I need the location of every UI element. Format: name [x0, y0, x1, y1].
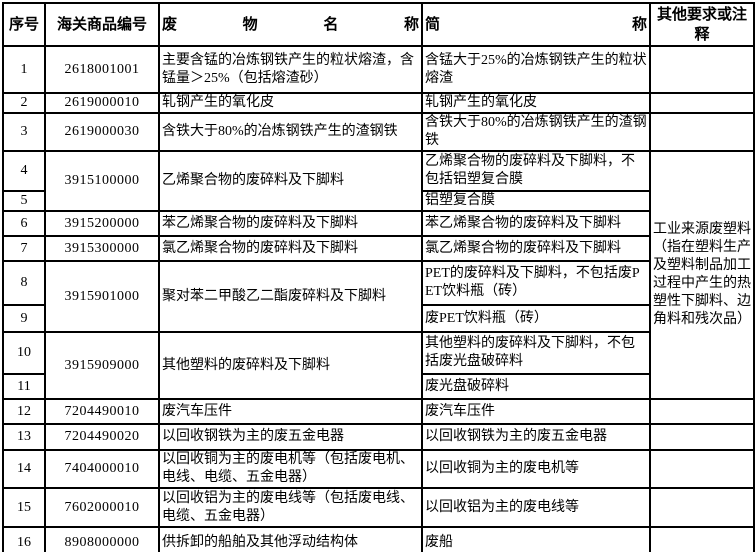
- cell-code: 7204490020: [44, 423, 160, 451]
- header-row: 序号 海关商品编号 废物名称 简称 其他要求或注释: [2, 2, 755, 47]
- cell-short: 废汽车压件: [421, 398, 651, 425]
- cell-short: 铝塑复合膜: [421, 190, 651, 212]
- cell-code-merged: 3915100000: [44, 150, 160, 212]
- cell-no: 7: [2, 235, 46, 262]
- cell-name-merged: 聚对苯二甲酸乙二酯废碎料及下脚料: [158, 260, 423, 333]
- cell-no: 3: [2, 112, 46, 152]
- cell-note: [649, 45, 755, 94]
- table-row: 13 7204490020 以回收钢铁为主的废五金电器 以回收钢铁为主的废五金电…: [2, 423, 755, 451]
- table-row: 7 3915300000 氯乙烯聚合物的废碎料及下脚料 氯乙烯聚合物的废碎料及下…: [2, 235, 754, 262]
- table-row: 6 3915200000 苯乙烯聚合物的废碎料及下脚料 苯乙烯聚合物的废碎料及下…: [2, 210, 754, 237]
- col-header-code: 海关商品编号: [44, 2, 160, 47]
- cell-name: 供拆卸的船舶及其他浮动结构体: [158, 526, 423, 552]
- cell-name: 含铁大于80%的冶炼钢铁产生的渣钢铁: [158, 112, 423, 152]
- cell-name-merged: 其他塑料的废碎料及下脚料: [158, 331, 423, 400]
- cell-no: 16: [2, 526, 46, 552]
- cell-note: [649, 398, 755, 425]
- cell-code: 7602000010: [44, 487, 160, 528]
- cell-code: 8908000000: [44, 526, 160, 552]
- cell-no: 5: [2, 190, 46, 212]
- cell-short: 废光盘破碎料: [421, 373, 651, 400]
- cell-code: 2619000030: [44, 112, 160, 152]
- cell-no: 13: [2, 423, 46, 451]
- cell-name: 以回收铜为主的废电机等（包括废电机、电线、电缆、五金电器）: [158, 449, 423, 489]
- cell-no: 11: [2, 373, 46, 400]
- table-row: 1 2618001001 主要含锰的冶炼钢铁产生的粒状熔渣，含锰量＞25%（包括…: [2, 45, 755, 94]
- cell-note: [649, 526, 755, 552]
- cell-no: 9: [2, 304, 46, 333]
- col-header-note: 其他要求或注释: [649, 2, 755, 47]
- col-header-short: 简称: [421, 2, 651, 47]
- cell-no: 14: [2, 449, 46, 489]
- table-row: 16 8908000000 供拆卸的船舶及其他浮动结构体 废船: [2, 526, 755, 552]
- cell-short: 含铁大于80%的冶炼钢铁产生的渣钢铁: [421, 112, 651, 152]
- cell-name-merged: 乙烯聚合物的废碎料及下脚料: [158, 150, 423, 212]
- cell-note: [649, 487, 755, 528]
- table-row: 2 2619000010 轧钢产生的氧化皮 轧钢产生的氧化皮: [2, 92, 755, 114]
- col-header-name: 废物名称: [158, 2, 423, 47]
- cell-short: 废PET饮料瓶（砖）: [421, 304, 651, 333]
- cell-code: 2619000010: [44, 92, 160, 114]
- cell-short: 轧钢产生的氧化皮: [421, 92, 651, 114]
- table-row: 10 3915909000 其他塑料的废碎料及下脚料 其他塑料的废碎料及下脚料，…: [2, 331, 754, 400]
- table-row: 12 7204490010 废汽车压件 废汽车压件: [2, 398, 755, 425]
- cell-code: 3915200000: [44, 210, 160, 237]
- cell-code: 7404000010: [44, 449, 160, 489]
- cell-note: [649, 449, 755, 489]
- cell-short: 氯乙烯聚合物的废碎料及下脚料: [421, 235, 651, 262]
- cell-short: 以回收铝为主的废电线等: [421, 487, 651, 528]
- cell-note: [649, 112, 755, 152]
- table-row: 3 2619000030 含铁大于80%的冶炼钢铁产生的渣钢铁 含铁大于80%的…: [2, 112, 755, 152]
- cell-no: 4: [2, 150, 46, 192]
- cell-code-merged: 3915901000: [44, 260, 160, 333]
- cell-name: 氯乙烯聚合物的废碎料及下脚料: [158, 235, 423, 262]
- cell-name: 废汽车压件: [158, 398, 423, 425]
- table-row: 8 3915901000 聚对苯二甲酸乙二酯废碎料及下脚料 PET的废碎料及下脚…: [2, 260, 754, 333]
- cell-code-merged: 3915909000: [44, 331, 160, 400]
- table-row: 11 废光盘破碎料: [2, 373, 754, 400]
- cell-no: 12: [2, 398, 46, 425]
- cell-note: [649, 423, 755, 451]
- table-row: 15 7602000010 以回收铝为主的废电线等（包括废电线、电缆、五金电器）…: [2, 487, 755, 528]
- cell-short: PET的废碎料及下脚料，不包括废PET饮料瓶（砖）: [421, 260, 651, 306]
- table-row: 9 废PET饮料瓶（砖）: [2, 304, 754, 333]
- cell-short: 以回收铜为主的废电机等: [421, 449, 651, 489]
- cell-no: 2: [2, 92, 46, 114]
- cell-short: 其他塑料的废碎料及下脚料，不包括废光盘破碎料: [421, 331, 651, 375]
- cell-name: 轧钢产生的氧化皮: [158, 92, 423, 114]
- cell-no: 8: [2, 260, 46, 306]
- cell-short: 苯乙烯聚合物的废碎料及下脚料: [421, 210, 651, 237]
- cell-note: [649, 92, 755, 114]
- table-row: 14 7404000010 以回收铜为主的废电机等（包括废电机、电线、电缆、五金…: [2, 449, 755, 489]
- cell-no: 6: [2, 210, 46, 237]
- cell-no: 1: [2, 45, 46, 94]
- table-row: 4 3915100000 乙烯聚合物的废碎料及下脚料 乙烯聚合物的废碎料及下脚料…: [2, 150, 755, 400]
- cell-note-plastics-merged: 工业来源废塑料（指在塑料生产及塑料制品加工过程中产生的热塑性下脚料、边角料和残次…: [649, 150, 755, 400]
- table-row: 5 铝塑复合膜: [2, 190, 754, 212]
- cell-short: 含锰大于25%的冶炼钢铁产生的粒状熔渣: [421, 45, 651, 94]
- cell-name: 苯乙烯聚合物的废碎料及下脚料: [158, 210, 423, 237]
- col-header-no: 序号: [2, 2, 46, 47]
- cell-code: 7204490010: [44, 398, 160, 425]
- cell-short: 乙烯聚合物的废碎料及下脚料，不包括铝塑复合膜: [421, 150, 651, 192]
- cell-name: 以回收铝为主的废电线等（包括废电线、电缆、五金电器）: [158, 487, 423, 528]
- cell-short: 以回收钢铁为主的废五金电器: [421, 423, 651, 451]
- cell-no: 15: [2, 487, 46, 528]
- cell-no: 10: [2, 331, 46, 375]
- cell-name: 主要含锰的冶炼钢铁产生的粒状熔渣，含锰量＞25%（包括熔渣砂）: [158, 45, 423, 94]
- cell-code: 2618001001: [44, 45, 160, 94]
- cell-name: 以回收钢铁为主的废五金电器: [158, 423, 423, 451]
- cell-code: 3915300000: [44, 235, 160, 262]
- cell-short: 废船: [421, 526, 651, 552]
